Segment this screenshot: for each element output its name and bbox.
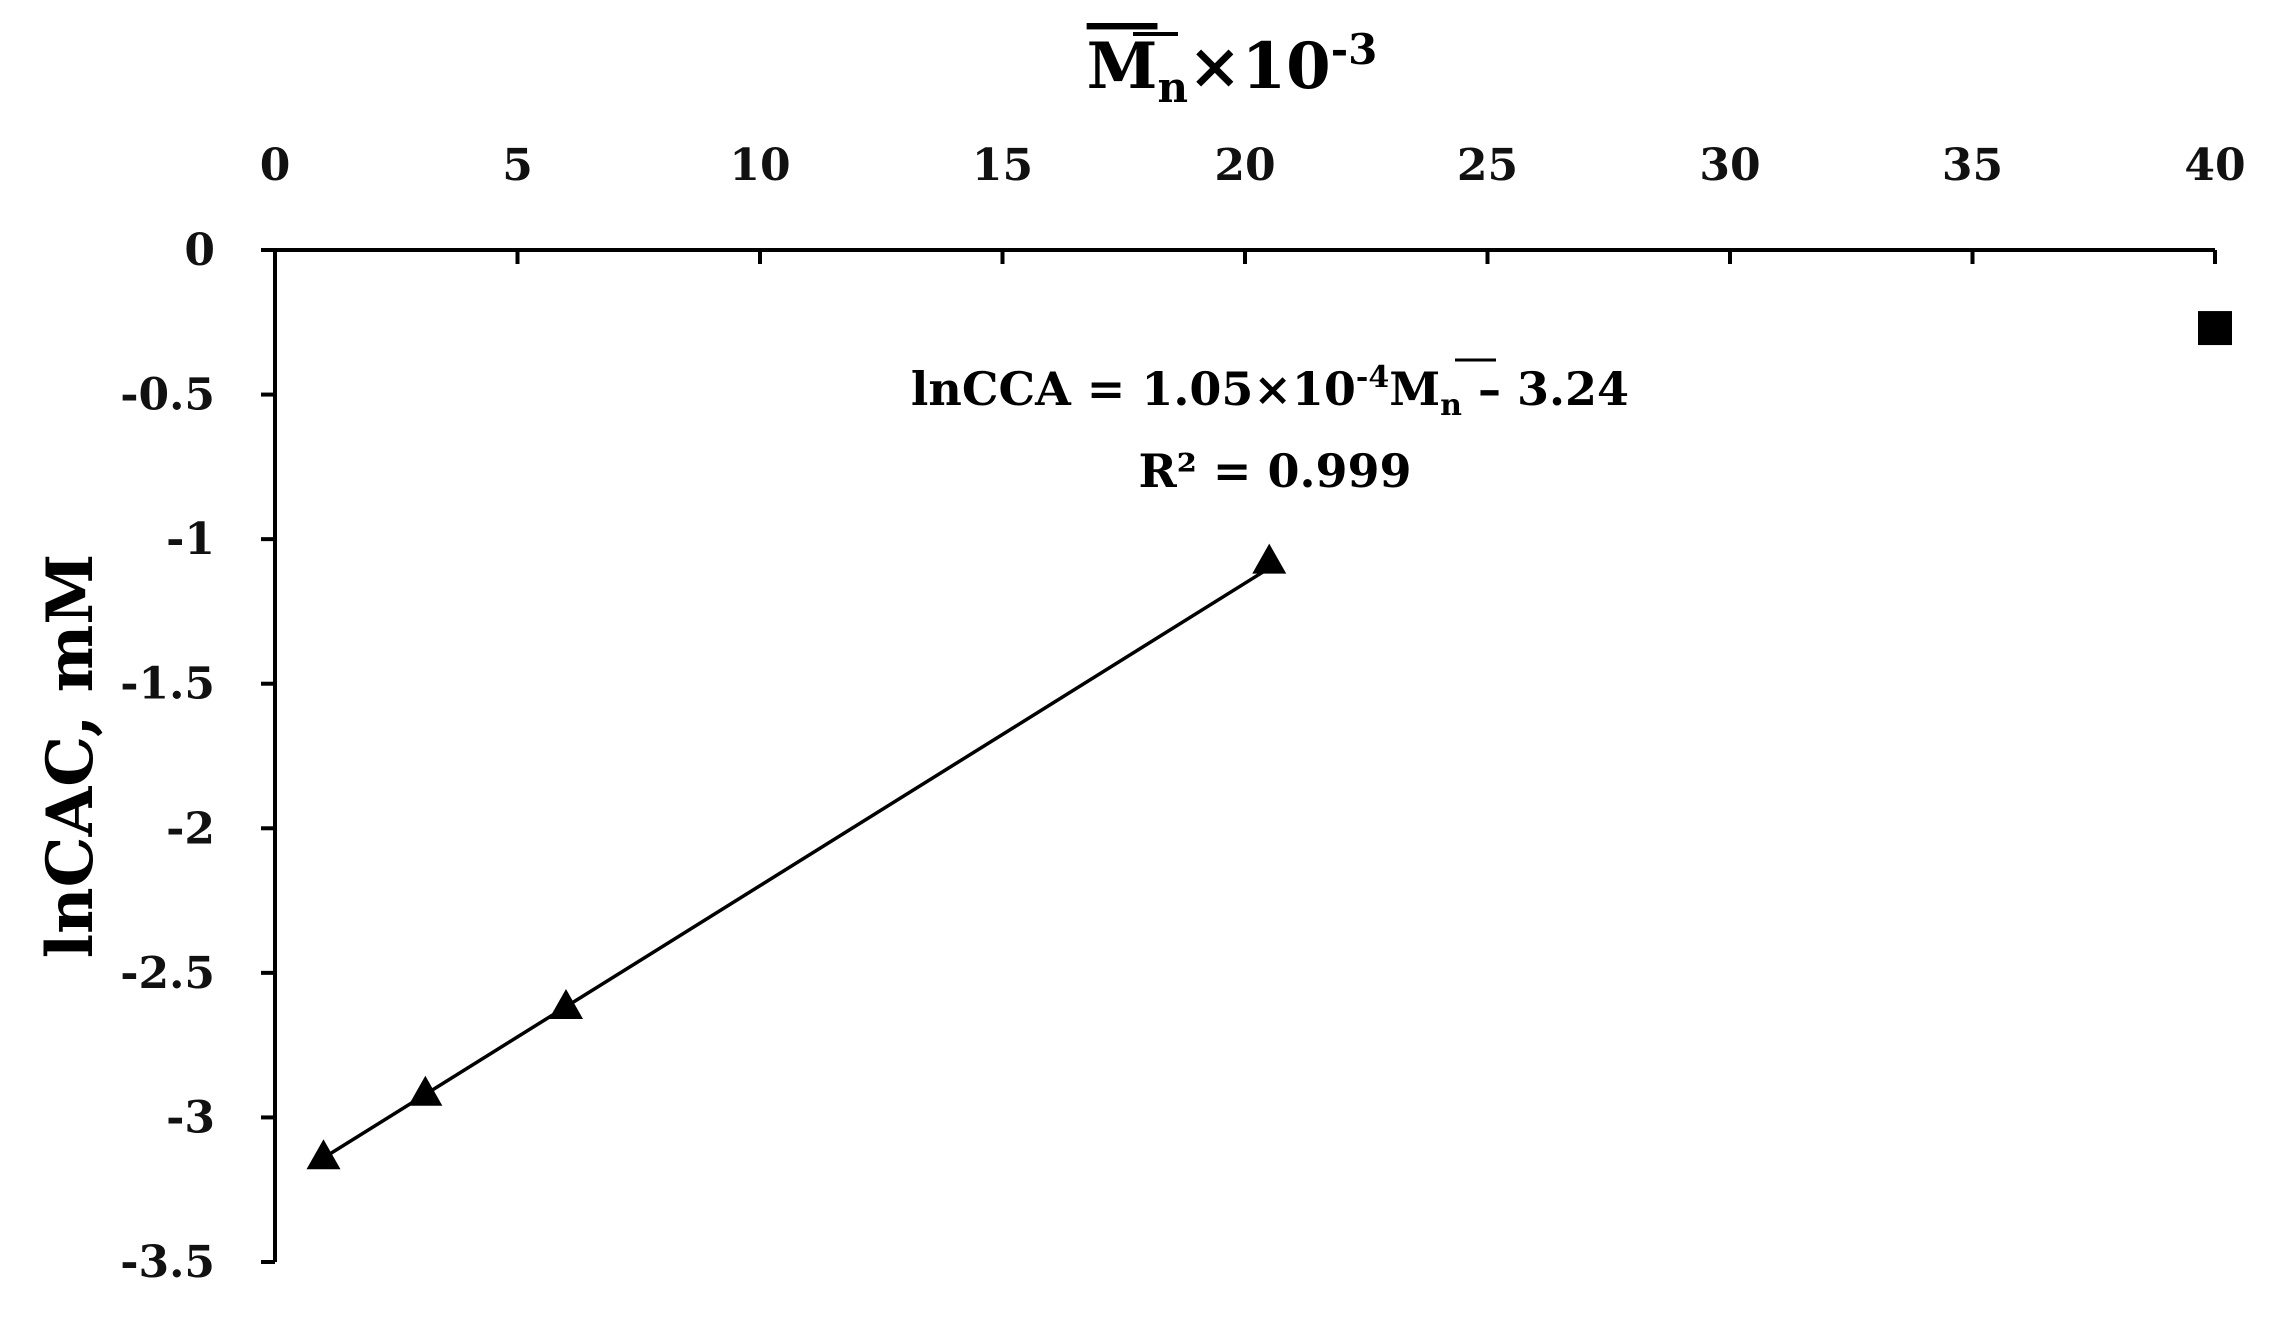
y-tick-label: -3.5 — [120, 1237, 215, 1288]
x-tick-label: 15 — [972, 140, 1033, 191]
x-tick-label: 30 — [1699, 140, 1760, 191]
y-tick-label: -2 — [166, 803, 215, 854]
x-tick-label: 0 — [260, 140, 291, 191]
x-axis-title-mult: ×10 — [1188, 29, 1331, 104]
y-tick-label: -0.5 — [120, 370, 215, 421]
data-point-triangle — [1252, 543, 1287, 574]
x-tick-label: 20 — [1214, 140, 1275, 191]
x-axis-title-sub: n — [1157, 63, 1188, 112]
x-axis-title-main: M — [1087, 29, 1158, 104]
x-axis-title: Mn×10-3 — [1087, 25, 1378, 112]
data-point-triangle — [408, 1075, 443, 1106]
equation-lhs: lnCCA = 1.05×10 — [911, 362, 1356, 416]
y-tick-label: -2.5 — [120, 948, 215, 999]
equation-exp: -4 — [1356, 360, 1389, 395]
r-squared: R² = 0.999 — [1139, 444, 1412, 498]
data-point-triangle — [549, 988, 583, 1019]
x-ticks: 0 5 10 15 20 25 30 35 40 — [260, 140, 2246, 264]
y-tick-label: -1.5 — [120, 659, 215, 710]
trendline — [322, 566, 1271, 1160]
x-axis-title-exp: -3 — [1331, 25, 1378, 74]
y-ticks: 0 -0.5 -1 -1.5 -2 -2.5 -3 -3.5 — [120, 225, 275, 1288]
x-tick-label: 5 — [502, 140, 533, 191]
data-point-triangle — [306, 1139, 341, 1170]
equation-rhs: – 3.24 — [1462, 362, 1629, 416]
equation-sub: n — [1440, 388, 1462, 423]
y-tick-label: -1 — [166, 514, 215, 565]
equation-m: M — [1389, 362, 1440, 416]
x-tick-label: 40 — [2184, 140, 2245, 191]
x-tick-label: 10 — [729, 140, 790, 191]
data-point-square — [2198, 311, 2232, 346]
trendline-equation: lnCCA = 1.05×10-4Mn – 3.24 — [911, 360, 1629, 423]
y-tick-label: 0 — [184, 225, 215, 276]
y-tick-label: -3 — [166, 1092, 215, 1143]
x-tick-label: 25 — [1457, 140, 1518, 191]
x-tick-label: 35 — [1942, 140, 2003, 191]
data-points — [306, 311, 2232, 1170]
y-axis-title: lnCAC, mM — [33, 554, 108, 958]
